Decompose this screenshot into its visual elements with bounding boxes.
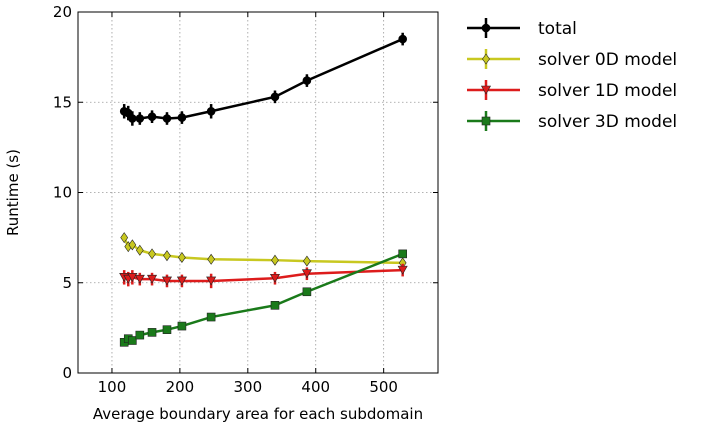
- legend-label: solver 1D model: [538, 81, 677, 101]
- x-tick-label: 500: [369, 378, 398, 396]
- data-point: [176, 276, 187, 286]
- data-point: [303, 255, 311, 267]
- data-point: [270, 301, 280, 310]
- data-point: [147, 328, 157, 337]
- data-point: [178, 251, 186, 264]
- y-tick-label: 15: [53, 93, 72, 111]
- data-point: [147, 112, 157, 121]
- legend-marker: [482, 53, 490, 65]
- legend-marker: [481, 116, 491, 126]
- data-point: [128, 336, 137, 345]
- data-point: [397, 265, 408, 275]
- series-layer: [119, 32, 408, 347]
- y-axis-ticks: 0 5 10 15 20: [53, 3, 438, 382]
- legend-label: solver 0D model: [538, 50, 677, 70]
- y-tick-label: 0: [62, 364, 72, 382]
- data-point: [206, 106, 216, 116]
- data-point: [302, 287, 312, 297]
- x-tick-label: 100: [98, 378, 127, 396]
- data-point: [206, 312, 216, 322]
- y-tick-label: 10: [53, 184, 72, 202]
- legend-item: solver 1D model: [467, 80, 677, 101]
- data-point: [162, 325, 172, 334]
- data-point: [207, 253, 215, 265]
- data-point: [161, 276, 172, 286]
- series-solver-1d-model: [119, 263, 408, 289]
- data-point: [398, 34, 407, 44]
- grid-lines: [78, 11, 438, 374]
- legend: total solver 0D model solver 1D model solve…: [467, 18, 677, 132]
- legend-label: solver 3D model: [538, 112, 677, 132]
- series-solver-3d-model: [119, 249, 407, 347]
- data-point: [127, 273, 138, 282]
- series-line: [123, 37, 404, 120]
- legend-item: solver 0D model: [467, 49, 677, 70]
- x-axis-label: Average boundary area for each subdomain: [93, 405, 423, 423]
- legend-item: total: [467, 18, 577, 39]
- data-point: [135, 114, 145, 123]
- series-solver-0d-model: [120, 232, 407, 269]
- y-axis-label: Runtime (s): [4, 149, 22, 236]
- data-point: [177, 321, 187, 331]
- data-point: [271, 254, 279, 266]
- y-tick-label: 5: [62, 274, 72, 292]
- data-point: [177, 113, 187, 122]
- legend-marker: [480, 85, 492, 95]
- data-point: [134, 274, 145, 284]
- series-total: [119, 32, 407, 126]
- y-tick-label: 20: [53, 3, 72, 21]
- data-point: [302, 76, 312, 85]
- data-point: [128, 114, 137, 123]
- legend-item: solver 3D model: [467, 111, 677, 132]
- data-point: [135, 330, 145, 340]
- x-tick-label: 300: [233, 378, 262, 396]
- data-point: [128, 239, 137, 251]
- data-point: [301, 269, 312, 279]
- legend-label: total: [538, 19, 577, 39]
- data-point: [270, 92, 280, 102]
- x-tick-label: 400: [301, 378, 330, 396]
- data-point: [120, 232, 129, 244]
- data-point: [148, 248, 156, 260]
- x-axis-ticks: 100 200 300 400 500: [98, 12, 398, 396]
- data-point: [147, 274, 158, 284]
- x-tick-label: 200: [166, 378, 195, 396]
- data-point: [398, 249, 407, 259]
- legend-marker: [481, 23, 491, 33]
- data-point: [163, 250, 171, 262]
- data-point: [206, 276, 217, 286]
- data-point: [269, 273, 280, 283]
- data-point: [162, 114, 172, 123]
- data-point: [135, 244, 144, 256]
